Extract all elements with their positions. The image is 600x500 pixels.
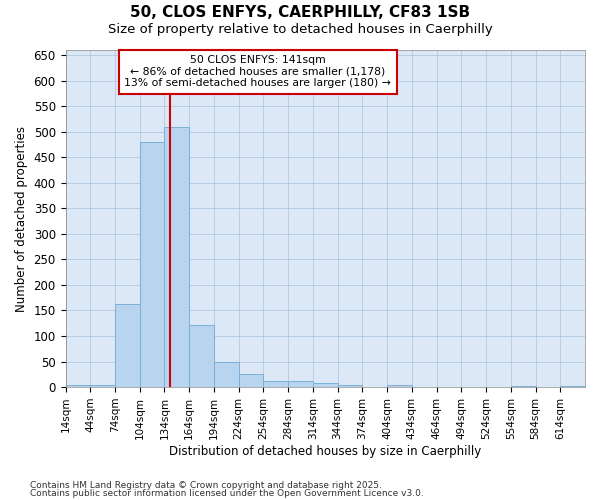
Text: Size of property relative to detached houses in Caerphilly: Size of property relative to detached ho… xyxy=(107,22,493,36)
Bar xyxy=(90,384,115,387)
Bar xyxy=(65,384,90,387)
Bar xyxy=(263,381,288,387)
Bar xyxy=(239,374,263,387)
Bar xyxy=(387,385,412,387)
Bar xyxy=(164,126,189,387)
Bar xyxy=(288,381,313,387)
Bar xyxy=(338,384,362,387)
Text: 50 CLOS ENFYS: 141sqm
← 86% of detached houses are smaller (1,178)
13% of semi-d: 50 CLOS ENFYS: 141sqm ← 86% of detached … xyxy=(124,55,391,88)
Bar xyxy=(189,325,214,387)
Bar xyxy=(560,386,585,387)
Bar xyxy=(313,383,338,387)
Text: Contains HM Land Registry data © Crown copyright and database right 2025.: Contains HM Land Registry data © Crown c… xyxy=(30,480,382,490)
Text: Contains public sector information licensed under the Open Government Licence v3: Contains public sector information licen… xyxy=(30,489,424,498)
Text: 50, CLOS ENFYS, CAERPHILLY, CF83 1SB: 50, CLOS ENFYS, CAERPHILLY, CF83 1SB xyxy=(130,5,470,20)
Bar xyxy=(511,386,536,387)
X-axis label: Distribution of detached houses by size in Caerphilly: Distribution of detached houses by size … xyxy=(169,444,481,458)
Bar xyxy=(140,142,164,387)
Bar xyxy=(214,362,239,387)
Bar xyxy=(115,304,140,387)
Y-axis label: Number of detached properties: Number of detached properties xyxy=(15,126,28,312)
